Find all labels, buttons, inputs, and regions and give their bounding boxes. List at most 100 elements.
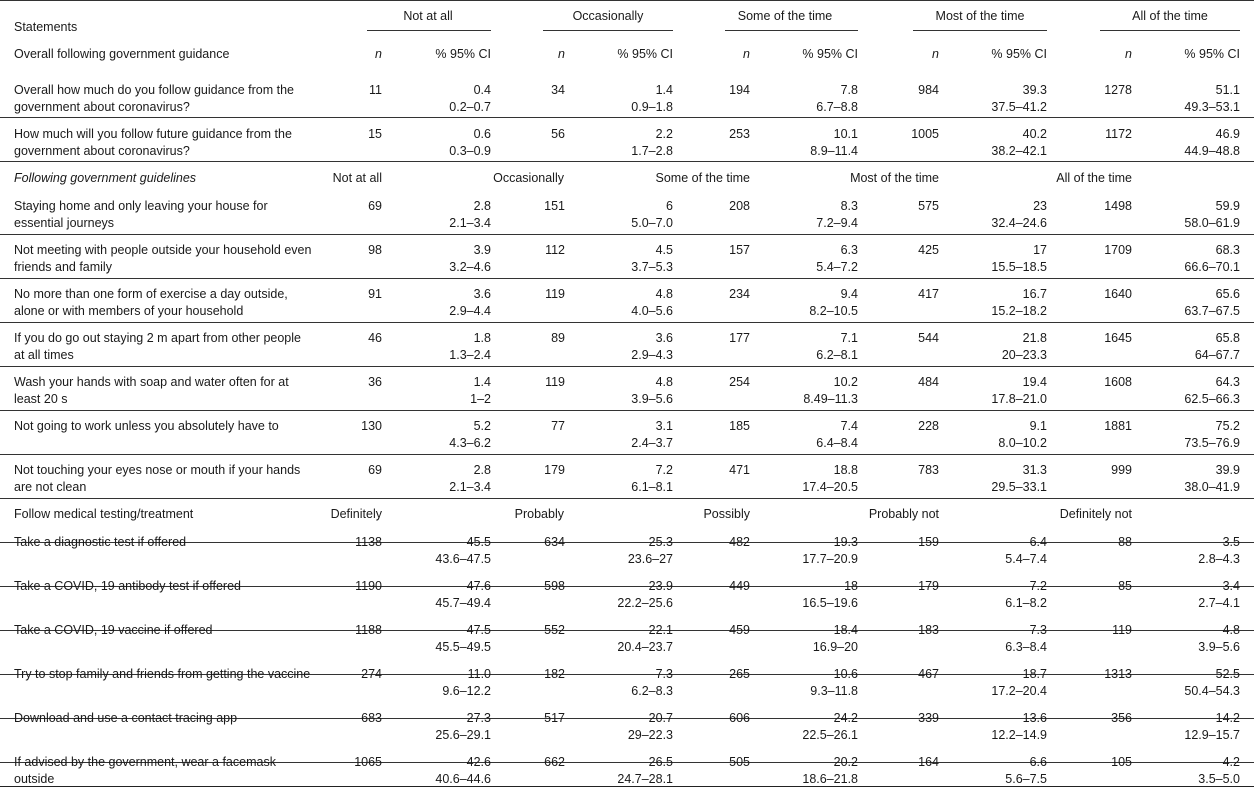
n-value: 683 — [361, 711, 382, 725]
n-value: 417 — [918, 287, 939, 301]
ci-value: 17.2–20.4 — [991, 684, 1047, 698]
n-value: 179 — [544, 463, 565, 477]
pct-value: 4.5 — [655, 243, 673, 257]
ci-value: 0.3–0.9 — [449, 144, 491, 158]
statement-text: Take a COVID, 19 vaccine if offered — [14, 623, 213, 637]
pct-ci-column-header: % 95% CI — [802, 47, 858, 61]
pct-value: 7.4 — [840, 419, 858, 433]
statements-header: Statements — [14, 20, 78, 34]
pct-value: 3.4 — [1222, 579, 1240, 593]
n-value: 112 — [545, 243, 565, 257]
n-value: 1709 — [1104, 243, 1132, 257]
pct-value: 23.9 — [648, 579, 673, 593]
pct-value: 3.5 — [1222, 535, 1240, 549]
ci-value: 8.9–11.4 — [810, 144, 858, 158]
group-header: Occasionally — [572, 9, 644, 23]
n-value: 1065 — [354, 755, 382, 769]
ci-value: 16.5–19.6 — [802, 596, 858, 610]
ci-value: 24.7–28.1 — [617, 772, 673, 786]
ci-value: 45.5–49.5 — [435, 640, 491, 654]
n-value: 119 — [545, 287, 565, 301]
pct-value: 42.6 — [466, 755, 491, 769]
ci-value: 45.7–49.4 — [435, 596, 491, 610]
n-value: 1172 — [1105, 127, 1132, 141]
pct-value: 18 — [844, 579, 858, 593]
pct-value: 52.5 — [1215, 667, 1240, 681]
n-value: 1608 — [1104, 375, 1132, 389]
response-category-label: Possibly — [703, 507, 750, 521]
n-value: 254 — [729, 375, 750, 389]
pct-value: 21.8 — [1022, 331, 1047, 345]
n-value: 89 — [551, 331, 565, 345]
ci-value: 2.1–3.4 — [449, 216, 491, 230]
n-value: 1881 — [1104, 419, 1132, 433]
n-value: 98 — [368, 243, 382, 257]
n-column-header: n — [743, 47, 750, 61]
n-value: 228 — [918, 419, 939, 433]
ci-value: 29–22.3 — [627, 728, 673, 742]
ci-value: 66.6–70.1 — [1184, 260, 1240, 274]
ci-value: 5.6–7.5 — [1005, 772, 1047, 786]
ci-value: 29.5–33.1 — [991, 480, 1047, 494]
statement-text: Wash your hands with soap and water ofte… — [14, 375, 289, 406]
n-value: 36 — [368, 375, 382, 389]
n-value: 662 — [544, 755, 565, 769]
group-header: Most of the time — [935, 9, 1025, 23]
pct-value: 20.7 — [648, 711, 673, 725]
group-header: Not at all — [403, 9, 453, 23]
statement-text: If advised by the government, wear a fac… — [14, 755, 276, 786]
pct-value: 6.6 — [1029, 755, 1047, 769]
pct-value: 19.4 — [1022, 375, 1047, 389]
pct-value: 3.6 — [655, 331, 673, 345]
statement-text: Try to stop family and friends from gett… — [14, 667, 311, 681]
ci-value: 2.9–4.4 — [449, 304, 491, 318]
row-divider — [0, 542, 1254, 543]
ci-value: 17.7–20.9 — [802, 552, 858, 566]
row-divider — [0, 161, 1254, 162]
group-header-underline — [543, 30, 673, 31]
pct-ci-column-header: % 95% CI — [435, 47, 491, 61]
pct-value: 64.3 — [1215, 375, 1240, 389]
ci-value: 3.5–5.0 — [1198, 772, 1240, 786]
n-value: 274 — [361, 667, 382, 681]
ci-value: 4.0–5.6 — [631, 304, 673, 318]
n-value: 151 — [544, 199, 565, 213]
pct-value: 7.8 — [840, 83, 858, 97]
ci-value: 64–67.7 — [1194, 348, 1240, 362]
ci-value: 9.6–12.2 — [442, 684, 491, 698]
row-divider — [0, 762, 1254, 763]
ci-value: 6.2–8.1 — [816, 348, 858, 362]
n-value: 1498 — [1104, 199, 1132, 213]
pct-value: 23 — [1033, 199, 1047, 213]
response-category-label: Probably — [514, 507, 564, 521]
ci-value: 2.7–4.1 — [1198, 596, 1240, 610]
ci-value: 4.3–6.2 — [449, 436, 491, 450]
n-value: 517 — [544, 711, 565, 725]
pct-value: 18.8 — [833, 463, 858, 477]
pct-value: 59.9 — [1215, 199, 1240, 213]
ci-value: 15.5–18.5 — [991, 260, 1047, 274]
statement-text: Overall how much do you follow guidance … — [14, 83, 295, 114]
n-value: 1190 — [355, 579, 382, 593]
pct-value: 7.2 — [655, 463, 673, 477]
n-value: 34 — [551, 83, 565, 97]
n-value: 105 — [1111, 755, 1132, 769]
n-value: 185 — [729, 419, 750, 433]
pct-value: 39.3 — [1022, 83, 1047, 97]
ci-value: 8.49–11.3 — [803, 392, 858, 406]
statement-text: Not going to work unless you absolutely … — [14, 419, 279, 433]
ci-value: 6.2–8.3 — [631, 684, 673, 698]
row-divider — [0, 234, 1254, 235]
section-title: Overall following government guidance — [14, 47, 230, 61]
ci-value: 1–2 — [470, 392, 491, 406]
n-value: 552 — [544, 623, 565, 637]
pct-value: 65.8 — [1215, 331, 1240, 345]
ci-value: 2.4–3.7 — [631, 436, 673, 450]
statement-text: Staying home and only leaving your house… — [14, 199, 268, 230]
ci-value: 6.3–8.4 — [1005, 640, 1047, 654]
n-value: 449 — [729, 579, 750, 593]
group-header-underline — [367, 30, 491, 31]
ci-value: 8.0–10.2 — [998, 436, 1047, 450]
row-divider — [0, 674, 1254, 675]
